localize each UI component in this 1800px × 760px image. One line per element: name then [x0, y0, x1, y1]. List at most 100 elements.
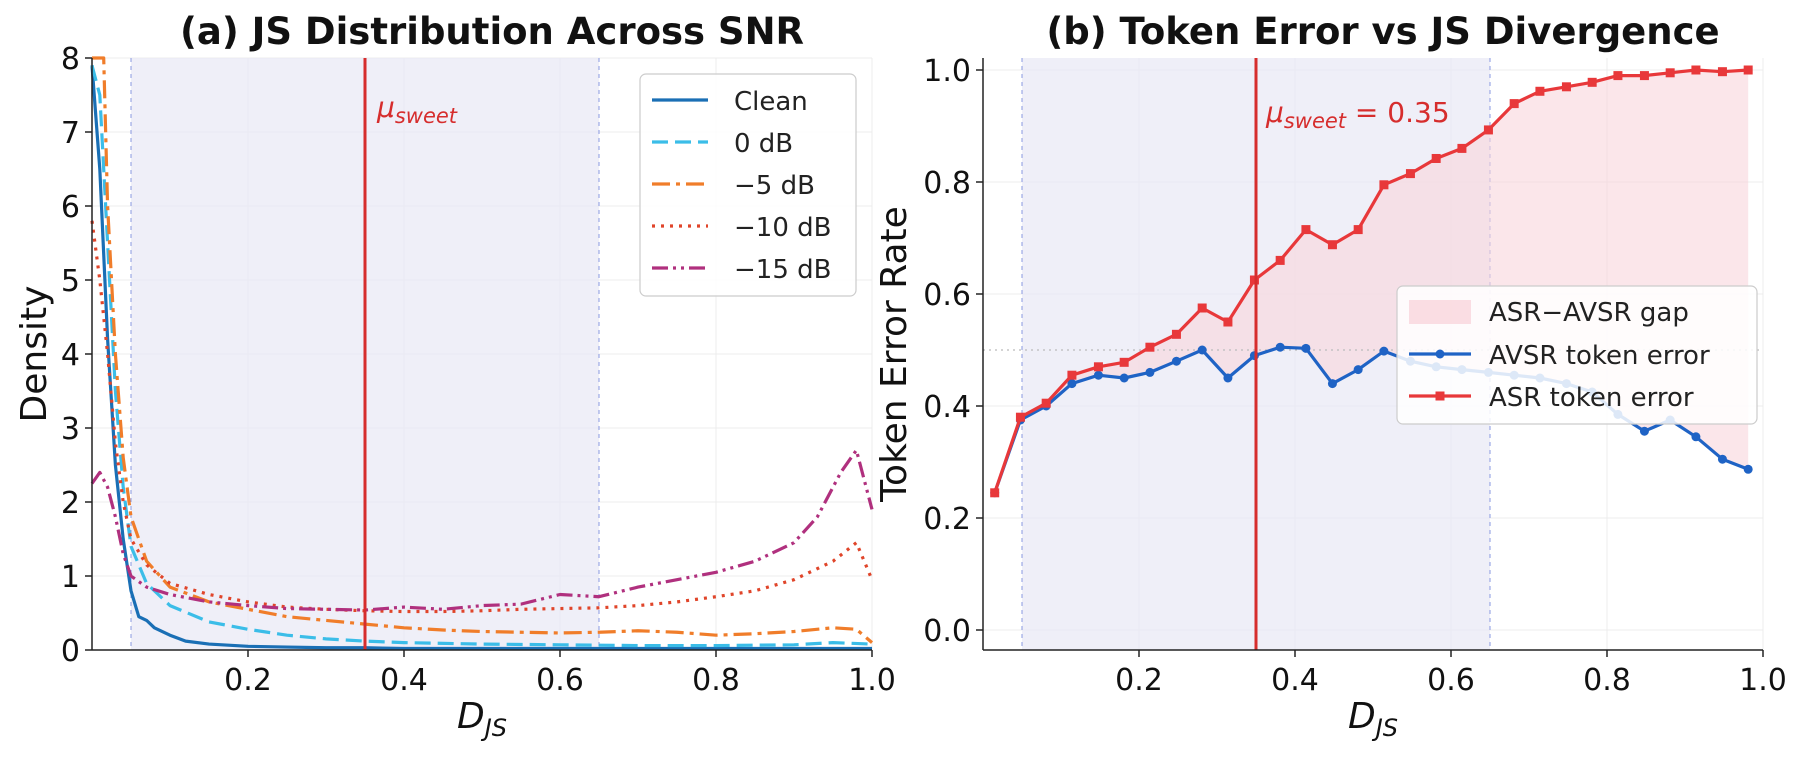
y-tick-label: 7: [61, 116, 80, 151]
point-asr-token-error: [1171, 329, 1181, 339]
legend-marker: [1435, 391, 1445, 401]
legend-label: −10 dB: [734, 213, 831, 243]
y-tick-label: 8: [61, 42, 80, 77]
series-line--10-db: [90, 220, 874, 614]
x-tick-label: 0.4: [380, 663, 428, 698]
y-tick-label: 3: [61, 412, 80, 447]
panel-b-axes: [982, 58, 1763, 651]
y-tick-label: 0.4: [923, 390, 971, 425]
point-avsr-token-error: [1197, 345, 1207, 355]
point-avsr-token-error: [1093, 370, 1103, 380]
point-asr-token-error: [1223, 317, 1233, 327]
y-tick-label: 0.0: [923, 614, 971, 649]
series-line-clean: [90, 65, 872, 651]
y-tick-label: 2: [61, 486, 80, 521]
point-avsr-token-error: [1743, 464, 1753, 474]
x-tick-label: 0.8: [1583, 663, 1631, 698]
point-avsr-token-error: [1639, 426, 1649, 436]
panel-b-y-ticks: 0.0 0.2 0.4 0.6 0.8 1.0: [923, 54, 983, 649]
y-tick-label: 1: [61, 560, 80, 595]
legend-label: −5 dB: [734, 171, 815, 201]
point-asr-token-error: [1067, 370, 1077, 380]
point-avsr-token-error: [1249, 351, 1259, 361]
x-tick-label: 0.2: [1115, 663, 1163, 698]
legend-label: AVSR token error: [1489, 341, 1710, 371]
point-asr-token-error: [1093, 362, 1103, 372]
y-tick-label: 1.0: [923, 54, 971, 89]
panel-a-x-axis-label: DJS: [457, 696, 507, 742]
x-tick-label: 1.0: [848, 663, 896, 698]
panel-b-title: (b) Token Error vs JS Divergence: [1046, 10, 1719, 53]
panel-a-x-ticks: 0.2 0.4 0.6 0.8 1.0: [224, 650, 896, 698]
panel-a-js-distribution: (a) JS Distribution Across SNR μsweet 0.…: [14, 10, 896, 742]
y-tick-label: 0.8: [923, 166, 971, 201]
x-tick-label: 0.8: [692, 663, 740, 698]
point-asr-token-error: [1717, 67, 1727, 77]
y-tick-label: 0.2: [923, 502, 971, 537]
legend-label: ASR−AVSR gap: [1489, 298, 1689, 328]
panel-b-asr-avsr-gap-fill: [994, 70, 1749, 493]
point-avsr-token-error: [1067, 379, 1077, 389]
panel-b-x-ticks: 0.2 0.4 0.6 0.8 1.0: [1115, 650, 1787, 698]
point-avsr-token-error: [1327, 379, 1337, 389]
point-asr-token-error: [990, 488, 1000, 498]
series-line-0-db: [90, 64, 873, 648]
point-asr-token-error: [1431, 153, 1441, 163]
point-asr-token-error: [1613, 71, 1623, 81]
point-asr-token-error: [1639, 71, 1649, 81]
point-asr-token-error: [1535, 86, 1545, 96]
series-line--15-db: [90, 448, 874, 612]
y-tick-label: 0: [61, 634, 80, 669]
point-asr-token-error: [1743, 65, 1753, 75]
y-tick-label: 5: [61, 264, 80, 299]
panel-b-x-axis-label: DJS: [1348, 696, 1398, 742]
panel-a-y-ticks: 0 1 2 3 4 5 6 7 8: [61, 42, 92, 669]
x-tick-label: 0.2: [224, 663, 272, 698]
point-avsr-token-error: [1223, 373, 1233, 383]
point-avsr-token-error: [1119, 373, 1129, 383]
point-avsr-token-error: [1353, 365, 1363, 375]
point-asr-token-error: [1249, 275, 1259, 285]
panel-a-title: (a) JS Distribution Across SNR: [180, 10, 804, 53]
series-line--5-db: [92, 56, 874, 644]
x-tick-label: 1.0: [1739, 663, 1787, 698]
panel-a-legend: Clean 0 dB −5 dB −10 dB −15 dB: [639, 73, 857, 297]
point-avsr-token-error: [1145, 367, 1155, 377]
x-tick-label: 0.4: [1271, 663, 1319, 698]
point-asr-token-error: [1275, 255, 1285, 265]
point-asr-token-error: [1119, 357, 1129, 367]
legend-marker: [1435, 349, 1445, 359]
point-asr-token-error: [1561, 82, 1571, 92]
point-asr-token-error: [1353, 225, 1363, 235]
point-asr-token-error: [1301, 225, 1311, 235]
point-asr-token-error: [1041, 398, 1051, 408]
point-avsr-token-error: [1301, 343, 1311, 353]
x-tick-label: 0.6: [536, 663, 584, 698]
point-asr-token-error: [1483, 125, 1493, 135]
legend-frame: [1396, 285, 1758, 425]
panel-a-y-axis-label: Density: [14, 286, 55, 423]
point-asr-token-error: [1405, 169, 1415, 179]
point-asr-token-error: [1197, 303, 1207, 313]
point-asr-token-error: [1145, 342, 1155, 352]
point-avsr-token-error: [1275, 342, 1285, 352]
point-asr-token-error: [1457, 143, 1467, 153]
panel-b-mu-sweet-label: μsweet = 0.35: [1265, 96, 1450, 133]
point-avsr-token-error: [1691, 432, 1701, 442]
point-avsr-token-error: [1379, 346, 1389, 356]
legend-label: 0 dB: [734, 129, 793, 159]
panel-b-legend: ASR−AVSR gap AVSR token error ASR token er…: [1396, 285, 1758, 425]
legend-label: Clean: [734, 87, 808, 117]
panel-a-mu-sweet-label: μsweet: [376, 91, 458, 128]
panel-b-token-error: (b) Token Error vs JS Divergence μsweet …: [874, 10, 1787, 742]
y-tick-label: 0.6: [923, 278, 971, 313]
point-asr-token-error: [1691, 65, 1701, 75]
point-asr-token-error: [1665, 68, 1675, 78]
y-tick-label: 6: [61, 190, 80, 225]
point-avsr-token-error: [1171, 356, 1181, 366]
point-asr-token-error: [1379, 180, 1389, 190]
panel-a-series-lines: [90, 56, 874, 651]
x-tick-label: 0.6: [1427, 663, 1475, 698]
point-asr-token-error: [1015, 412, 1025, 422]
